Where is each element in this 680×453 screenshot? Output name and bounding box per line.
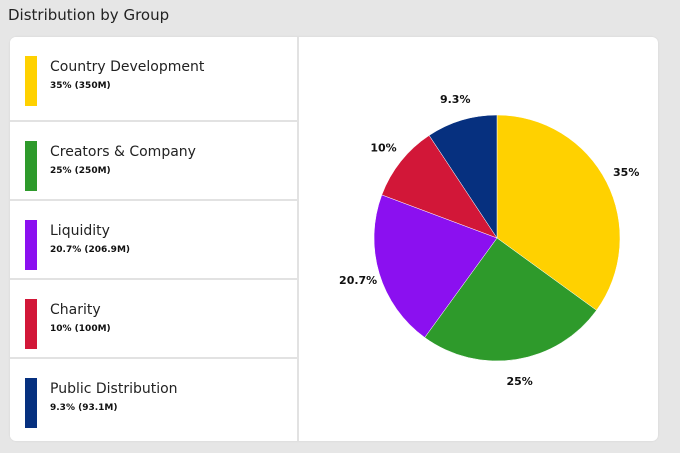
legend-value: 9.3% (93.1M) xyxy=(50,403,118,413)
slice-label: 10% xyxy=(370,142,396,155)
pie-slice-public-distribution xyxy=(428,114,498,239)
legend-swatch xyxy=(25,299,37,349)
legend-item-country-development: Country Development 35% (350M) xyxy=(10,37,297,115)
legend-label: Liquidity xyxy=(50,223,110,239)
legend-divider xyxy=(10,199,297,201)
legend-swatch xyxy=(25,220,37,270)
legend-value: 20.7% (206.9M) xyxy=(50,245,131,255)
legend-swatch xyxy=(25,378,37,428)
legend-value: 25% (250M) xyxy=(50,166,111,176)
legend-value: 10% (100M) xyxy=(50,324,111,334)
legend-item-liquidity: Liquidity 20.7% (206.9M) xyxy=(10,201,297,279)
legend-divider xyxy=(10,120,297,122)
pie-slice-country-development xyxy=(496,114,621,311)
legend-value: 35% (350M) xyxy=(50,81,111,91)
legend-swatch xyxy=(25,56,37,106)
legend: Country Development 35% (350M) Creators … xyxy=(10,37,299,441)
page-title: Distribution by Group xyxy=(8,6,170,24)
legend-item-charity: Charity 10% (100M) xyxy=(10,280,297,358)
chart-panel: Country Development 35% (350M) Creators … xyxy=(10,37,658,441)
legend-item-public-distribution: Public Distribution 9.3% (93.1M) xyxy=(10,359,297,437)
pie-slice-liquidity xyxy=(373,194,498,338)
legend-label: Creators & Company xyxy=(50,144,196,160)
legend-swatch xyxy=(25,141,37,191)
slice-label: 25% xyxy=(507,375,533,388)
slice-label: 20.7% xyxy=(339,274,377,287)
pie-chart: 35% 25% 20.7% 10% 9.3% xyxy=(339,93,639,388)
pie-chart-area: 35% 25% 20.7% 10% 9.3% xyxy=(299,37,658,441)
legend-label: Public Distribution xyxy=(50,381,178,397)
slice-label: 35% xyxy=(613,166,639,179)
legend-item-creators-company: Creators & Company 25% (250M) xyxy=(10,122,297,200)
slice-label: 9.3% xyxy=(440,93,471,106)
pie-slice-creators-company xyxy=(424,237,597,362)
legend-divider xyxy=(10,278,297,280)
legend-label: Country Development xyxy=(50,59,205,75)
legend-label: Charity xyxy=(50,302,101,318)
pie-slice-charity xyxy=(381,135,498,239)
legend-divider xyxy=(10,357,297,359)
